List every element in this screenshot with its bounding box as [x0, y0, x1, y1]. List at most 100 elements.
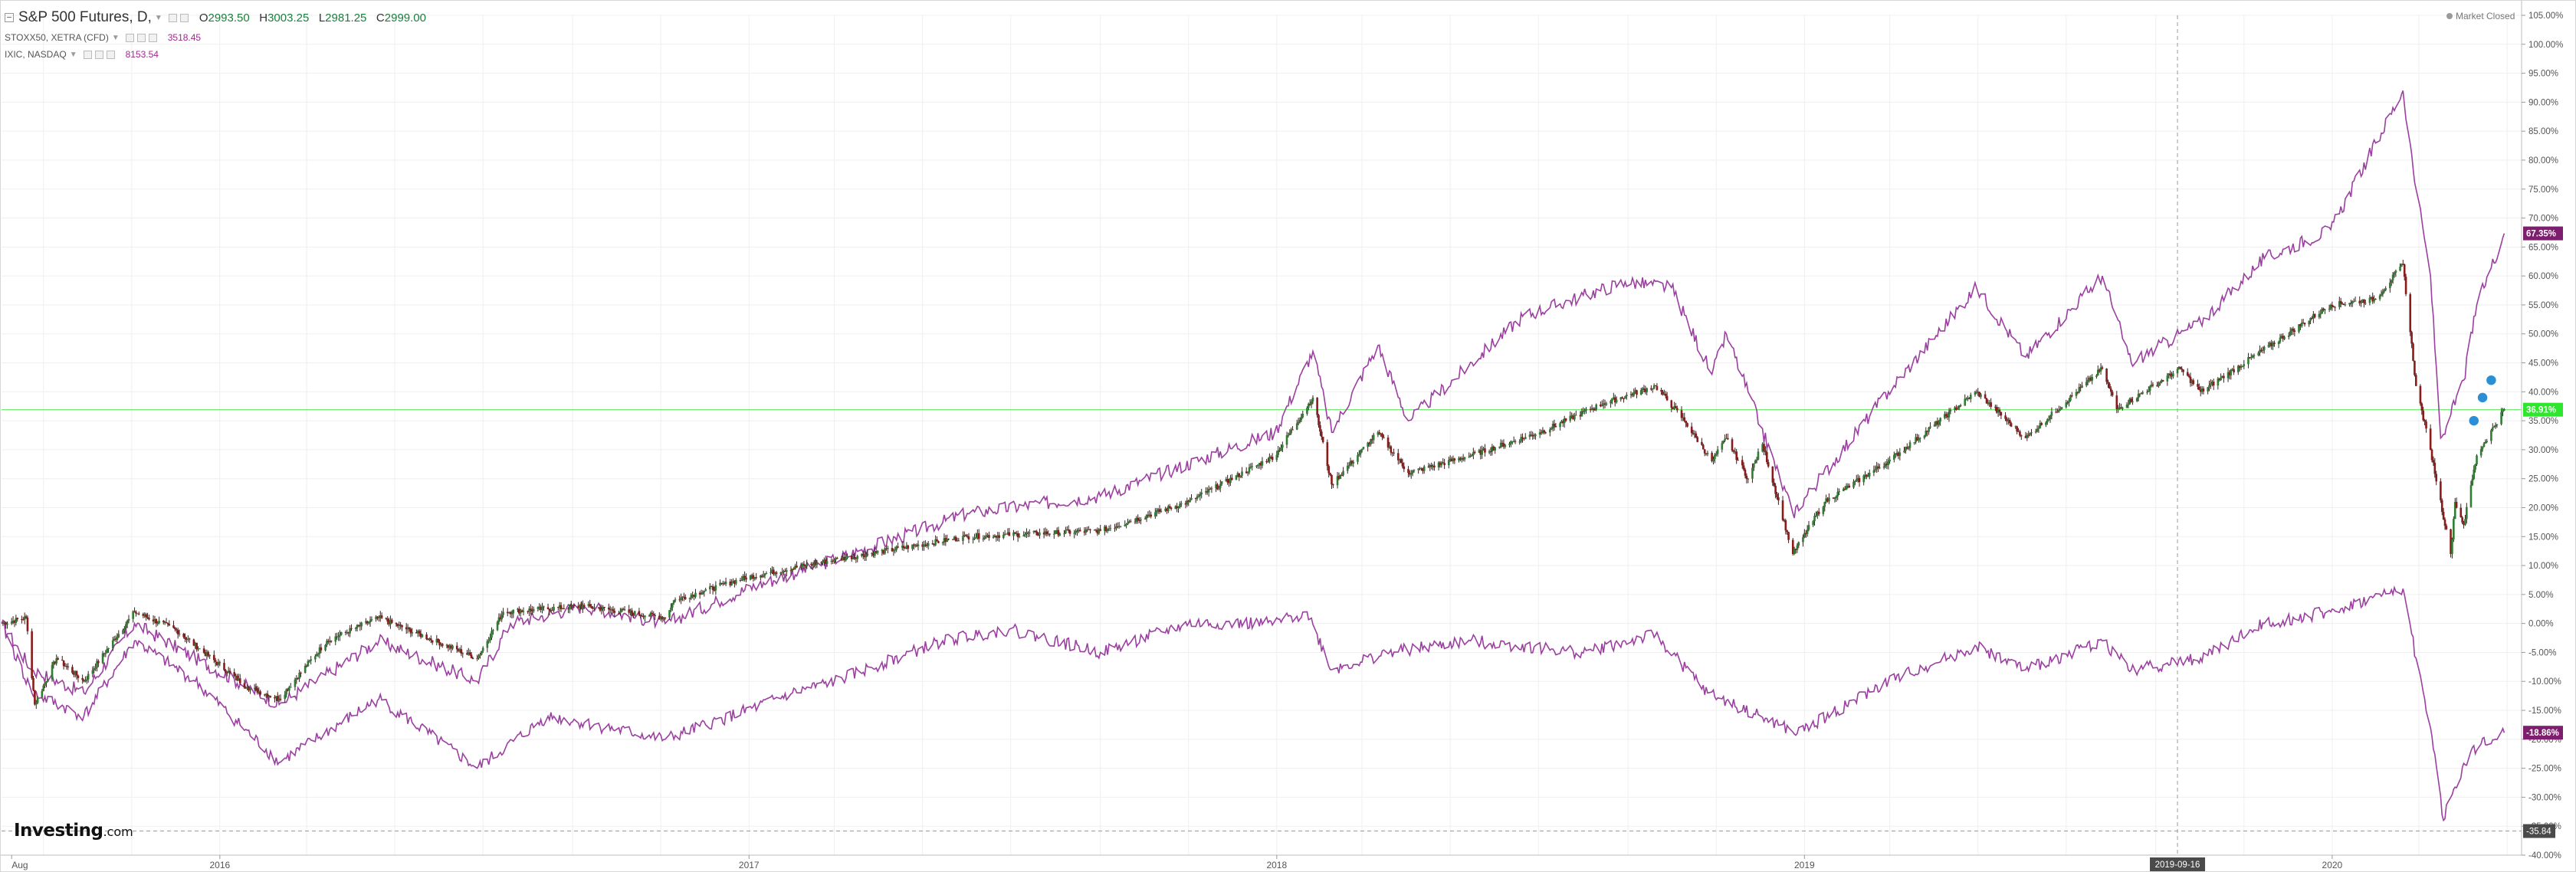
- candle-down: [1562, 421, 1564, 424]
- candle-up: [1872, 470, 1875, 474]
- eye-icon[interactable]: [125, 33, 134, 42]
- candle-down: [2341, 303, 2344, 305]
- candle-up: [1295, 423, 1298, 430]
- candle-up: [830, 560, 833, 562]
- candle-up: [389, 619, 392, 624]
- candle-down: [977, 533, 980, 539]
- candle-down: [395, 622, 398, 624]
- candle-down: [954, 536, 957, 541]
- candle-down: [1462, 458, 1465, 460]
- candle-up: [124, 624, 127, 629]
- candle-down: [796, 565, 798, 568]
- candle-up: [550, 610, 553, 611]
- candle-up: [842, 556, 845, 561]
- settings-icon[interactable]: [179, 13, 189, 22]
- candle-up: [2381, 291, 2384, 295]
- candle-down: [447, 644, 450, 648]
- candle-up: [2069, 395, 2072, 401]
- eye-icon[interactable]: [83, 50, 92, 59]
- candle-down: [924, 544, 927, 546]
- candle-up: [2085, 382, 2088, 386]
- candle-up: [2230, 369, 2233, 375]
- ixic-symbol[interactable]: IXIC, NASDAQ: [5, 49, 67, 60]
- candle-up: [2125, 404, 2128, 408]
- main-symbol[interactable]: S&P 500 Futures, D,: [18, 9, 152, 25]
- candle-up: [1504, 444, 1507, 447]
- chevron-down-icon[interactable]: ▼: [69, 50, 77, 59]
- close-icon[interactable]: [148, 33, 157, 42]
- candle-down: [1433, 465, 1436, 468]
- candle-up: [1797, 542, 1800, 546]
- y-tick-label: 35.00%: [2528, 417, 2558, 426]
- candle-up: [845, 558, 847, 561]
- y-tick-label: 45.00%: [2528, 359, 2558, 369]
- candle-up: [1423, 466, 1426, 471]
- candle-up: [1613, 397, 1615, 398]
- candle-down: [1093, 529, 1096, 531]
- settings-icon[interactable]: [136, 33, 146, 42]
- candle-up: [307, 661, 310, 667]
- candle-down: [2273, 343, 2276, 344]
- chevron-down-icon[interactable]: ▼: [111, 33, 120, 42]
- candle-up: [1267, 461, 1269, 463]
- candle-down: [166, 623, 169, 624]
- eye-icon[interactable]: [168, 13, 177, 22]
- candle-down: [506, 611, 509, 614]
- y-tick-label: 75.00%: [2528, 185, 2558, 195]
- settings-icon[interactable]: [94, 50, 103, 59]
- candle-up: [428, 638, 431, 640]
- candle-down: [1067, 529, 1070, 531]
- candle-up: [2308, 320, 2310, 325]
- candle-up: [45, 681, 48, 684]
- candle-up: [143, 614, 146, 616]
- candle-down: [1767, 462, 1770, 467]
- candle-down: [175, 629, 178, 631]
- candle-up: [113, 638, 116, 641]
- candle-up: [96, 661, 98, 668]
- candle-up: [1734, 451, 1737, 453]
- candle-down: [1936, 421, 1939, 425]
- candle-up: [2269, 343, 2272, 346]
- close-icon[interactable]: [106, 50, 115, 59]
- candle-up: [2494, 425, 2497, 427]
- y-tick-label: 90.00%: [2528, 98, 2558, 107]
- candle-down: [2419, 385, 2422, 404]
- candle-up: [571, 605, 574, 607]
- candle-up: [1663, 393, 1665, 395]
- candle-down: [1390, 446, 1393, 453]
- candle-up: [2289, 331, 2292, 336]
- candle-up: [1210, 488, 1213, 490]
- candle-down: [165, 622, 168, 624]
- candle-down: [2260, 349, 2263, 352]
- candle-down: [225, 670, 227, 673]
- candle-up: [620, 608, 623, 612]
- candle-down: [863, 556, 866, 558]
- stoxx-symbol[interactable]: STOXX50, XETRA (CFD): [5, 32, 109, 43]
- candle-up: [107, 647, 110, 649]
- candle-down: [1393, 452, 1395, 454]
- candle-down: [1589, 408, 1592, 411]
- candle-up: [1301, 413, 1304, 418]
- candle-up: [602, 607, 605, 610]
- candle-up: [674, 599, 677, 601]
- candle-up: [55, 658, 57, 664]
- candle-up: [1359, 450, 1362, 454]
- candle-down: [2004, 415, 2007, 419]
- candle-down: [1176, 506, 1178, 509]
- candle-up: [823, 559, 825, 562]
- candle-up: [1714, 454, 1716, 460]
- candle-down: [1450, 458, 1453, 462]
- chevron-down-icon[interactable]: ▼: [154, 13, 162, 22]
- candle-up: [1864, 474, 1866, 476]
- candle-down: [789, 570, 792, 572]
- collapse-legend-button[interactable]: [5, 13, 14, 22]
- candle-up: [1933, 424, 1936, 427]
- ohlc-values: O2993.50 H3003.25 L2981.25 C2999.00: [199, 11, 426, 25]
- candle-up: [904, 548, 907, 549]
- candle-up: [1478, 450, 1481, 453]
- candle-up: [1177, 507, 1180, 509]
- candle-down: [2420, 403, 2423, 411]
- candle-up: [2236, 366, 2240, 372]
- candle-down: [2040, 423, 2043, 425]
